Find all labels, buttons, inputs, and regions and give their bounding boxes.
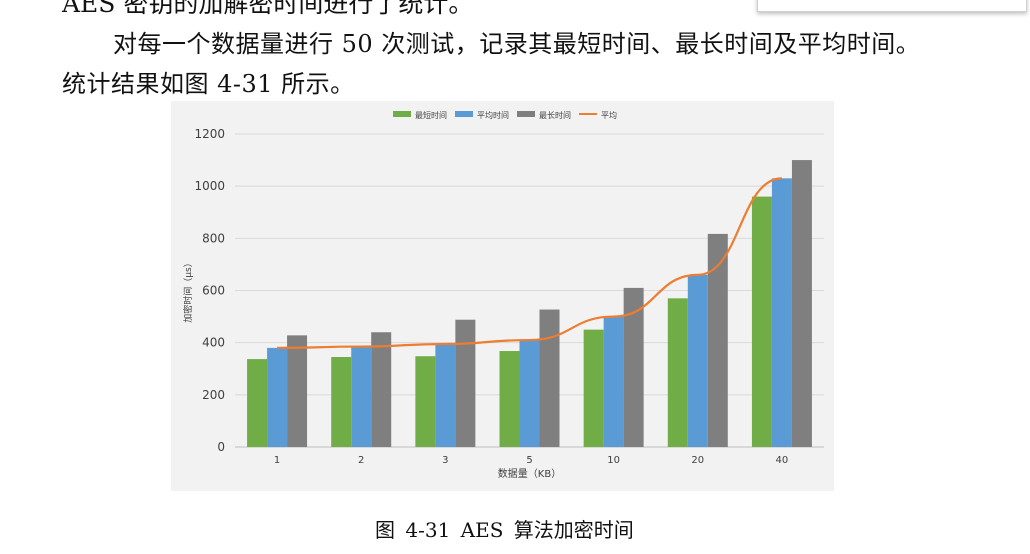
- y-tick-label: 1200: [194, 127, 225, 141]
- bar-0-0: [247, 359, 268, 447]
- y-tick-label: 600: [202, 284, 225, 298]
- bar-1-3: [519, 340, 540, 447]
- x-tick-label: 20: [691, 455, 704, 466]
- bar-1-1: [351, 346, 372, 447]
- bar-0-6: [751, 196, 772, 447]
- x-tick-label: 40: [776, 455, 789, 466]
- chart-svg: 0 200 400 600 800 1000 1200 1 2 3 5 10 20 40 最短时间 平均时间 最…: [182, 110, 824, 480]
- legend-label-1: 平均时间: [477, 110, 509, 120]
- line-series-3: [277, 177, 782, 349]
- cut-off-text-line: AES 密钥的加解密时间进行了统计。: [62, 0, 474, 18]
- legend-swatch-0: [393, 111, 411, 117]
- bar-1-6: [771, 178, 792, 447]
- bar-1-4: [603, 316, 624, 447]
- y-tick-label: 400: [202, 336, 225, 350]
- x-axis-title: 数据量（KB）: [498, 467, 561, 480]
- bar-2-2: [455, 319, 476, 447]
- bar-2-0: [287, 335, 308, 447]
- bar-2-1: [371, 332, 392, 447]
- y-tick-label: 1000: [194, 179, 225, 193]
- bar-1-0: [267, 347, 288, 447]
- bar-0-5: [667, 298, 688, 447]
- y-tick-label: 800: [202, 231, 225, 245]
- legend-swatch-1: [455, 111, 473, 117]
- x-tick-label: 5: [526, 455, 532, 466]
- overlay-panel: [757, 0, 1027, 12]
- x-tick-label: 10: [607, 455, 620, 466]
- bar-0-4: [583, 329, 604, 447]
- y-tick-label: 200: [202, 388, 225, 402]
- figure-chart: 0 200 400 600 800 1000 1200 1 2 3 5 10 20 40 最短时间 平均时间 最…: [171, 101, 834, 491]
- x-tick-label: 2: [358, 455, 364, 466]
- legend-label-2: 最长时间: [539, 110, 571, 120]
- legend-label-0: 最短时间: [415, 110, 447, 120]
- bar-1-5: [687, 274, 708, 447]
- bar-2-4: [623, 287, 644, 447]
- y-tick-label: 0: [217, 440, 225, 454]
- bar-0-1: [331, 357, 352, 447]
- bar-0-3: [499, 351, 520, 447]
- bar-1-2: [435, 343, 456, 447]
- x-tick-label: 3: [442, 455, 448, 466]
- bar-2-5: [707, 233, 728, 447]
- paragraph-line-1: 对每一个数据量进行 50 次测试，记录其最短时间、最长时间及平均时间。: [113, 30, 921, 58]
- figure-caption: 图 4-31 AES 算法加密时间: [375, 518, 634, 542]
- bar-2-6: [791, 160, 812, 448]
- paragraph-line-2: 统计结果如图 4-31 所示。: [62, 70, 355, 98]
- legend-label-3: 平均: [601, 110, 617, 120]
- legend-swatch-2: [517, 111, 535, 117]
- bar-2-3: [539, 309, 560, 447]
- x-tick-label: 1: [274, 455, 280, 466]
- bar-0-2: [415, 356, 436, 447]
- y-axis-title: 加密时间（μs）: [182, 258, 194, 322]
